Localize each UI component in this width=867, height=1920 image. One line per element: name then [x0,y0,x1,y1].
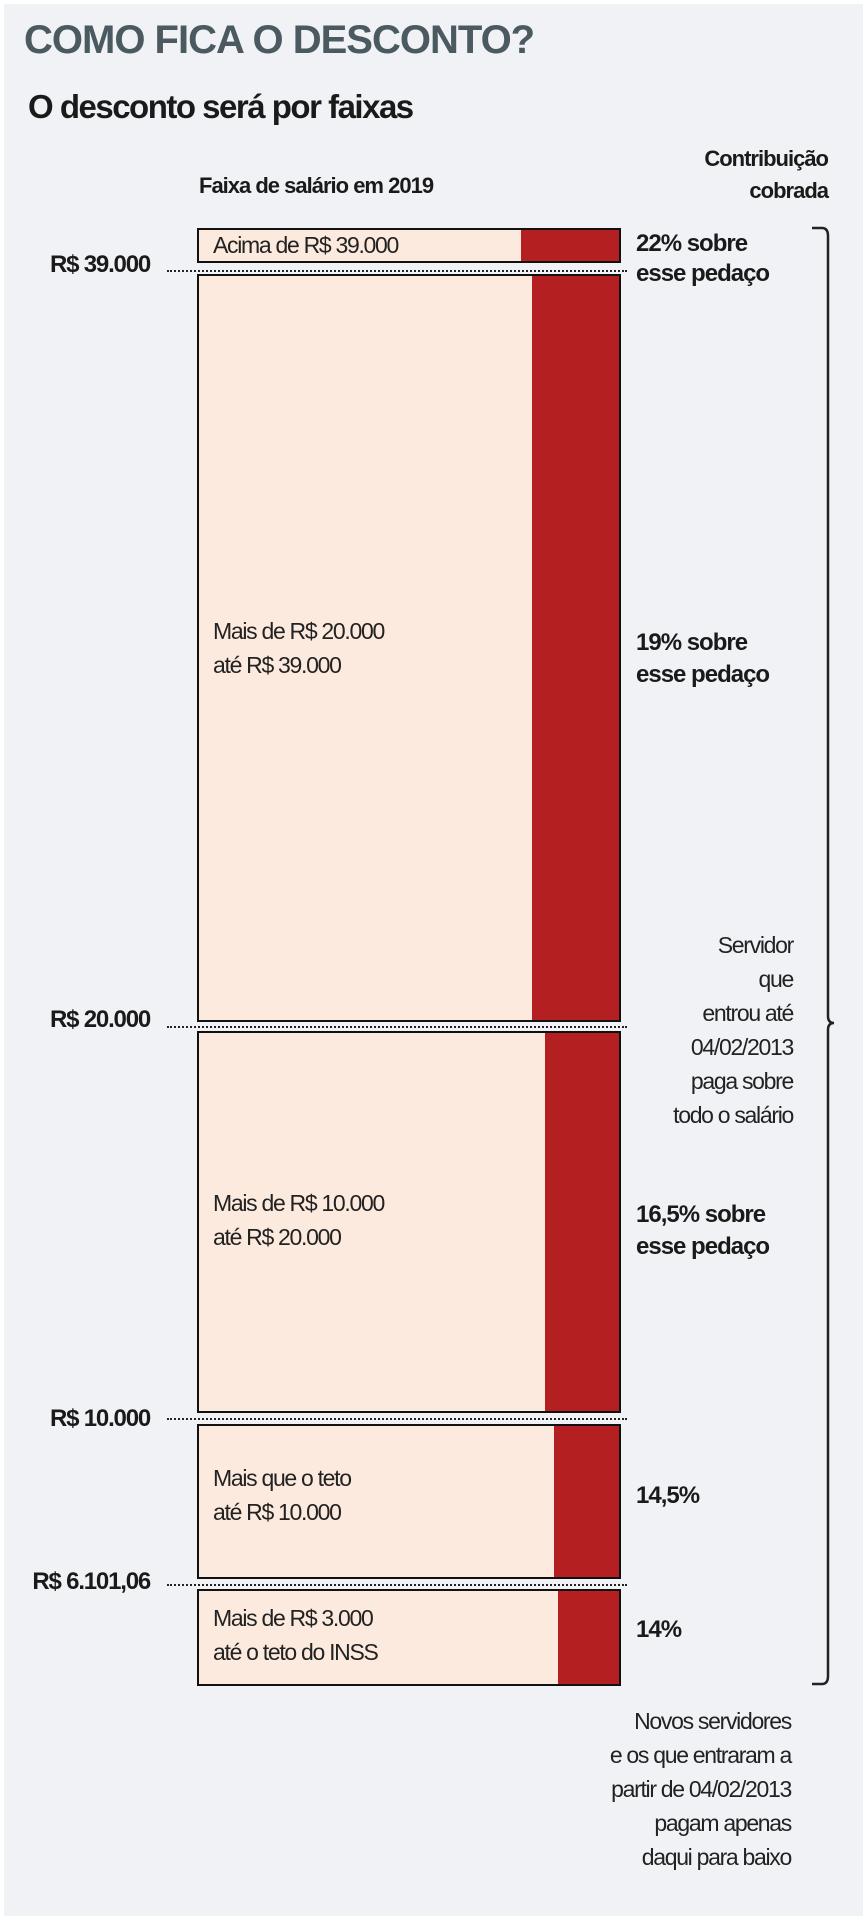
rate-label-line1: 22% sobre [636,230,748,257]
band-teto-10000: Mais que o teto até R$ 10.000 [197,1424,621,1579]
rate-label-line1: 19% sobre [636,629,748,656]
level-divider [167,1026,627,1028]
level-label-20000: R$ 20.000 [50,1006,151,1033]
contribution-header-line2: cobrada [749,178,829,203]
rate-bar [558,1591,619,1684]
rate-label-line2: esse pedaço [636,260,770,287]
note-line: e os que entraram a [609,1742,792,1768]
level-divider [167,1584,627,1586]
infographic-title: COMO FICA O DESCONTO? [24,18,535,62]
new-servants-note: Novos servidores e os que entraram a par… [491,1704,793,1874]
note-line: entrou até [702,1000,794,1026]
infographic-subtitle: O desconto será por faixas [28,88,414,125]
note-line: todo o salário [673,1102,794,1128]
band-label-line2: até o teto do INSS [213,1639,379,1665]
note-line: partir de 04/02/2013 [611,1776,792,1802]
rate-label: 14% [636,1616,682,1643]
rate-label-line2: esse pedaço [636,661,770,688]
rate-label: 14,5% [636,1482,700,1509]
band-label: Acima de R$ 39.000 [213,232,399,258]
band-20000-39000: Mais de R$ 20.000 até R$ 39.000 [197,274,621,1022]
rate-label-line1: 16,5% sobre [636,1201,766,1228]
band-label-line1: Mais de R$ 3.000 [213,1605,374,1631]
band-label-line2: até R$ 20.000 [213,1224,342,1250]
band-10000-20000: Mais de R$ 10.000 até R$ 20.000 [197,1031,621,1413]
level-divider [167,270,627,272]
salary-column-header: Faixa de salário em 2019 [199,173,434,198]
rate-bar [545,1033,619,1411]
level-divider [167,1418,627,1420]
note-line: 04/02/2013 [690,1034,794,1060]
note-line: pagam apenas [654,1810,792,1836]
band-label-line2: até R$ 39.000 [213,652,342,678]
note-line: que [758,966,795,992]
rate-bar [554,1426,619,1577]
band-above-39000: Acima de R$ 39.000 [197,228,621,263]
rate-label-line2: esse pedaço [636,1233,770,1260]
contribution-header-line1: Contribuição [704,146,829,171]
band-label-line1: Mais que o teto [213,1465,352,1491]
note-line: Novos servidores [634,1708,792,1734]
rate-bar [521,230,619,261]
level-label-39000: R$ 39.000 [50,251,151,278]
band-label-line1: Mais de R$ 20.000 [213,618,385,644]
note-line: paga sobre [690,1068,794,1094]
rate-bar [532,276,619,1020]
old-servants-note: Servidor que entrou até 04/02/2013 paga … [553,928,795,1132]
note-line: Servidor [717,932,795,958]
band-label-line1: Mais de R$ 10.000 [213,1190,385,1216]
level-label-6101: R$ 6.101,06 [32,1568,151,1595]
band-label-line2: até R$ 10.000 [213,1499,342,1525]
note-line: daqui para baixo [641,1844,793,1870]
bracket [812,226,835,1686]
band-3000-teto: Mais de R$ 3.000 até o teto do INSS [197,1589,621,1686]
level-label-10000: R$ 10.000 [50,1405,151,1432]
